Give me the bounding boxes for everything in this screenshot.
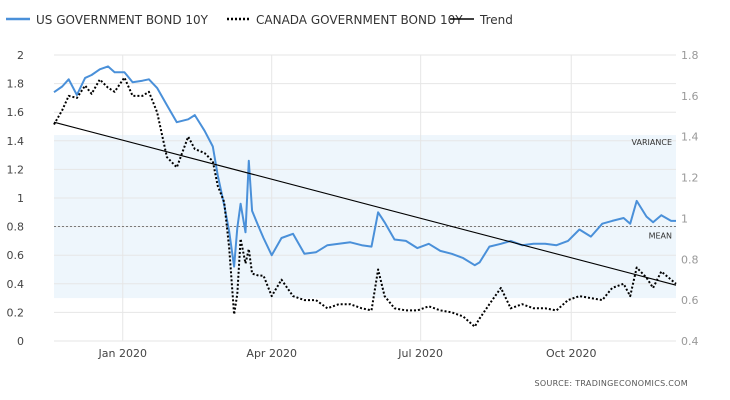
legend-trend-label: Trend	[479, 13, 513, 27]
y-left-tick-label: 1.2	[7, 163, 25, 176]
x-axis: Jan 2020 Apr 2020 Jul 2020 Oct 2020	[98, 347, 597, 360]
y-axis-right: 0.4 0.6 0.8 1 1.2 1.4 1.6 1.8	[681, 49, 699, 348]
grid-lines	[54, 54, 676, 342]
y-left-tick-label: 2	[17, 49, 24, 62]
y-axis-left: 0 0.2 0.4 0.6 0.8 1 1.2 1.4 1.6 1.8 2	[7, 49, 25, 348]
series-lines	[53, 65, 677, 328]
x-tick-label: Jan 2020	[98, 347, 147, 360]
y-left-tick-label: 0.6	[7, 249, 25, 262]
y-left-tick-label: 0.8	[7, 221, 25, 234]
y-right-tick-label: 0.4	[681, 335, 699, 348]
y-right-tick-label: 1.2	[681, 172, 699, 185]
x-tick-label: Jul 2020	[397, 347, 443, 360]
mean-label: MEAN	[649, 232, 672, 241]
legend-canada-label: CANADA GOVERNMENT BOND 10Y	[256, 13, 463, 27]
variance-band	[54, 135, 676, 299]
canada-bond-line	[53, 76, 677, 328]
legend: US GOVERNMENT BOND 10Y CANADA GOVERNMENT…	[6, 13, 513, 27]
x-tick-label: Apr 2020	[246, 347, 297, 360]
trend-line	[53, 121, 677, 286]
y-left-tick-label: 1	[17, 192, 24, 205]
y-right-tick-label: 0.6	[681, 294, 699, 307]
us-bond-line	[53, 65, 676, 268]
x-tick-label: Oct 2020	[546, 347, 597, 360]
legend-us-label: US GOVERNMENT BOND 10Y	[36, 13, 209, 27]
y-right-tick-label: 1.8	[681, 49, 699, 62]
y-left-tick-label: 0.4	[7, 278, 25, 291]
y-right-tick-label: 1	[681, 212, 688, 225]
y-left-tick-label: 1.6	[7, 106, 25, 119]
y-left-tick-label: 0	[17, 335, 24, 348]
variance-label: VARIANCE	[632, 138, 672, 147]
y-left-tick-label: 1.8	[7, 78, 25, 91]
y-left-tick-label: 1.4	[7, 135, 25, 148]
y-right-tick-label: 0.8	[681, 253, 699, 266]
y-left-tick-label: 0.2	[7, 306, 25, 319]
y-right-tick-label: 1.4	[681, 131, 699, 144]
y-right-tick-label: 1.6	[681, 90, 699, 103]
source-credit: SOURCE: TRADINGECONOMICS.COM	[535, 379, 688, 388]
